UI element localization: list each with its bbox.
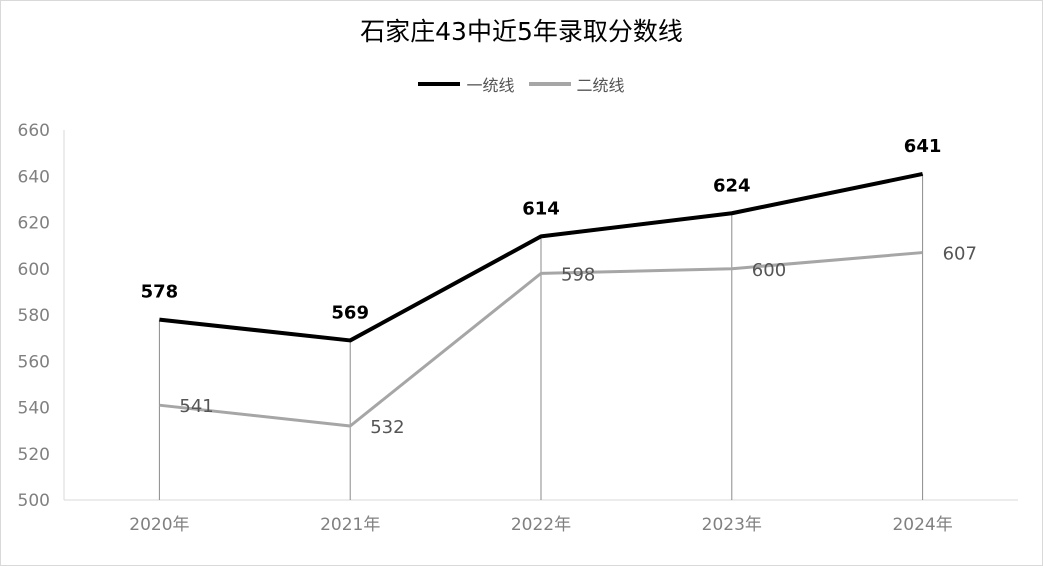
- data-label-series-1: 614: [522, 198, 560, 219]
- y-tick-label: 540: [18, 399, 50, 419]
- chart-title: 石家庄43中近5年录取分数线: [360, 17, 683, 46]
- legend-label-series-1: 一统线: [466, 76, 515, 95]
- x-tick-label: 2022年: [511, 515, 571, 535]
- legend-item-series-2: 二统线: [528, 72, 625, 96]
- y-tick-label: 580: [18, 306, 50, 326]
- data-label-series-1: 569: [331, 302, 369, 323]
- data-label-series-1: 641: [904, 136, 942, 157]
- data-label-series-2: 532: [370, 417, 404, 438]
- y-tick-label: 660: [18, 121, 50, 141]
- data-label-series-2: 607: [943, 244, 977, 265]
- y-tick-label: 500: [18, 491, 50, 511]
- data-label-series-2: 600: [752, 260, 786, 281]
- y-tick-label: 520: [18, 445, 50, 465]
- legend-swatch-series-2: [528, 82, 571, 86]
- x-tick-label: 2024年: [892, 515, 952, 535]
- data-label-series-1: 624: [713, 175, 751, 196]
- y-tick-label: 600: [18, 260, 50, 280]
- legend-label-series-2: 二统线: [576, 76, 625, 95]
- x-tick-label: 2021年: [320, 515, 380, 535]
- data-label-series-2: 541: [179, 396, 213, 417]
- y-tick-label: 640: [18, 167, 50, 187]
- chart-legend: 一统线 二统线: [0, 72, 1043, 96]
- legend-item-series-1: 一统线: [418, 72, 515, 96]
- y-tick-label: 620: [18, 214, 50, 234]
- data-label-series-1: 578: [141, 282, 179, 303]
- y-tick-label: 560: [18, 352, 50, 372]
- series-line-2: [159, 251, 923, 428]
- legend-swatch-series-1: [418, 82, 461, 86]
- data-label-series-2: 598: [561, 264, 595, 285]
- x-tick-label: 2020年: [129, 515, 189, 535]
- x-tick-label: 2023年: [702, 515, 762, 535]
- series-line-1: [159, 171, 924, 343]
